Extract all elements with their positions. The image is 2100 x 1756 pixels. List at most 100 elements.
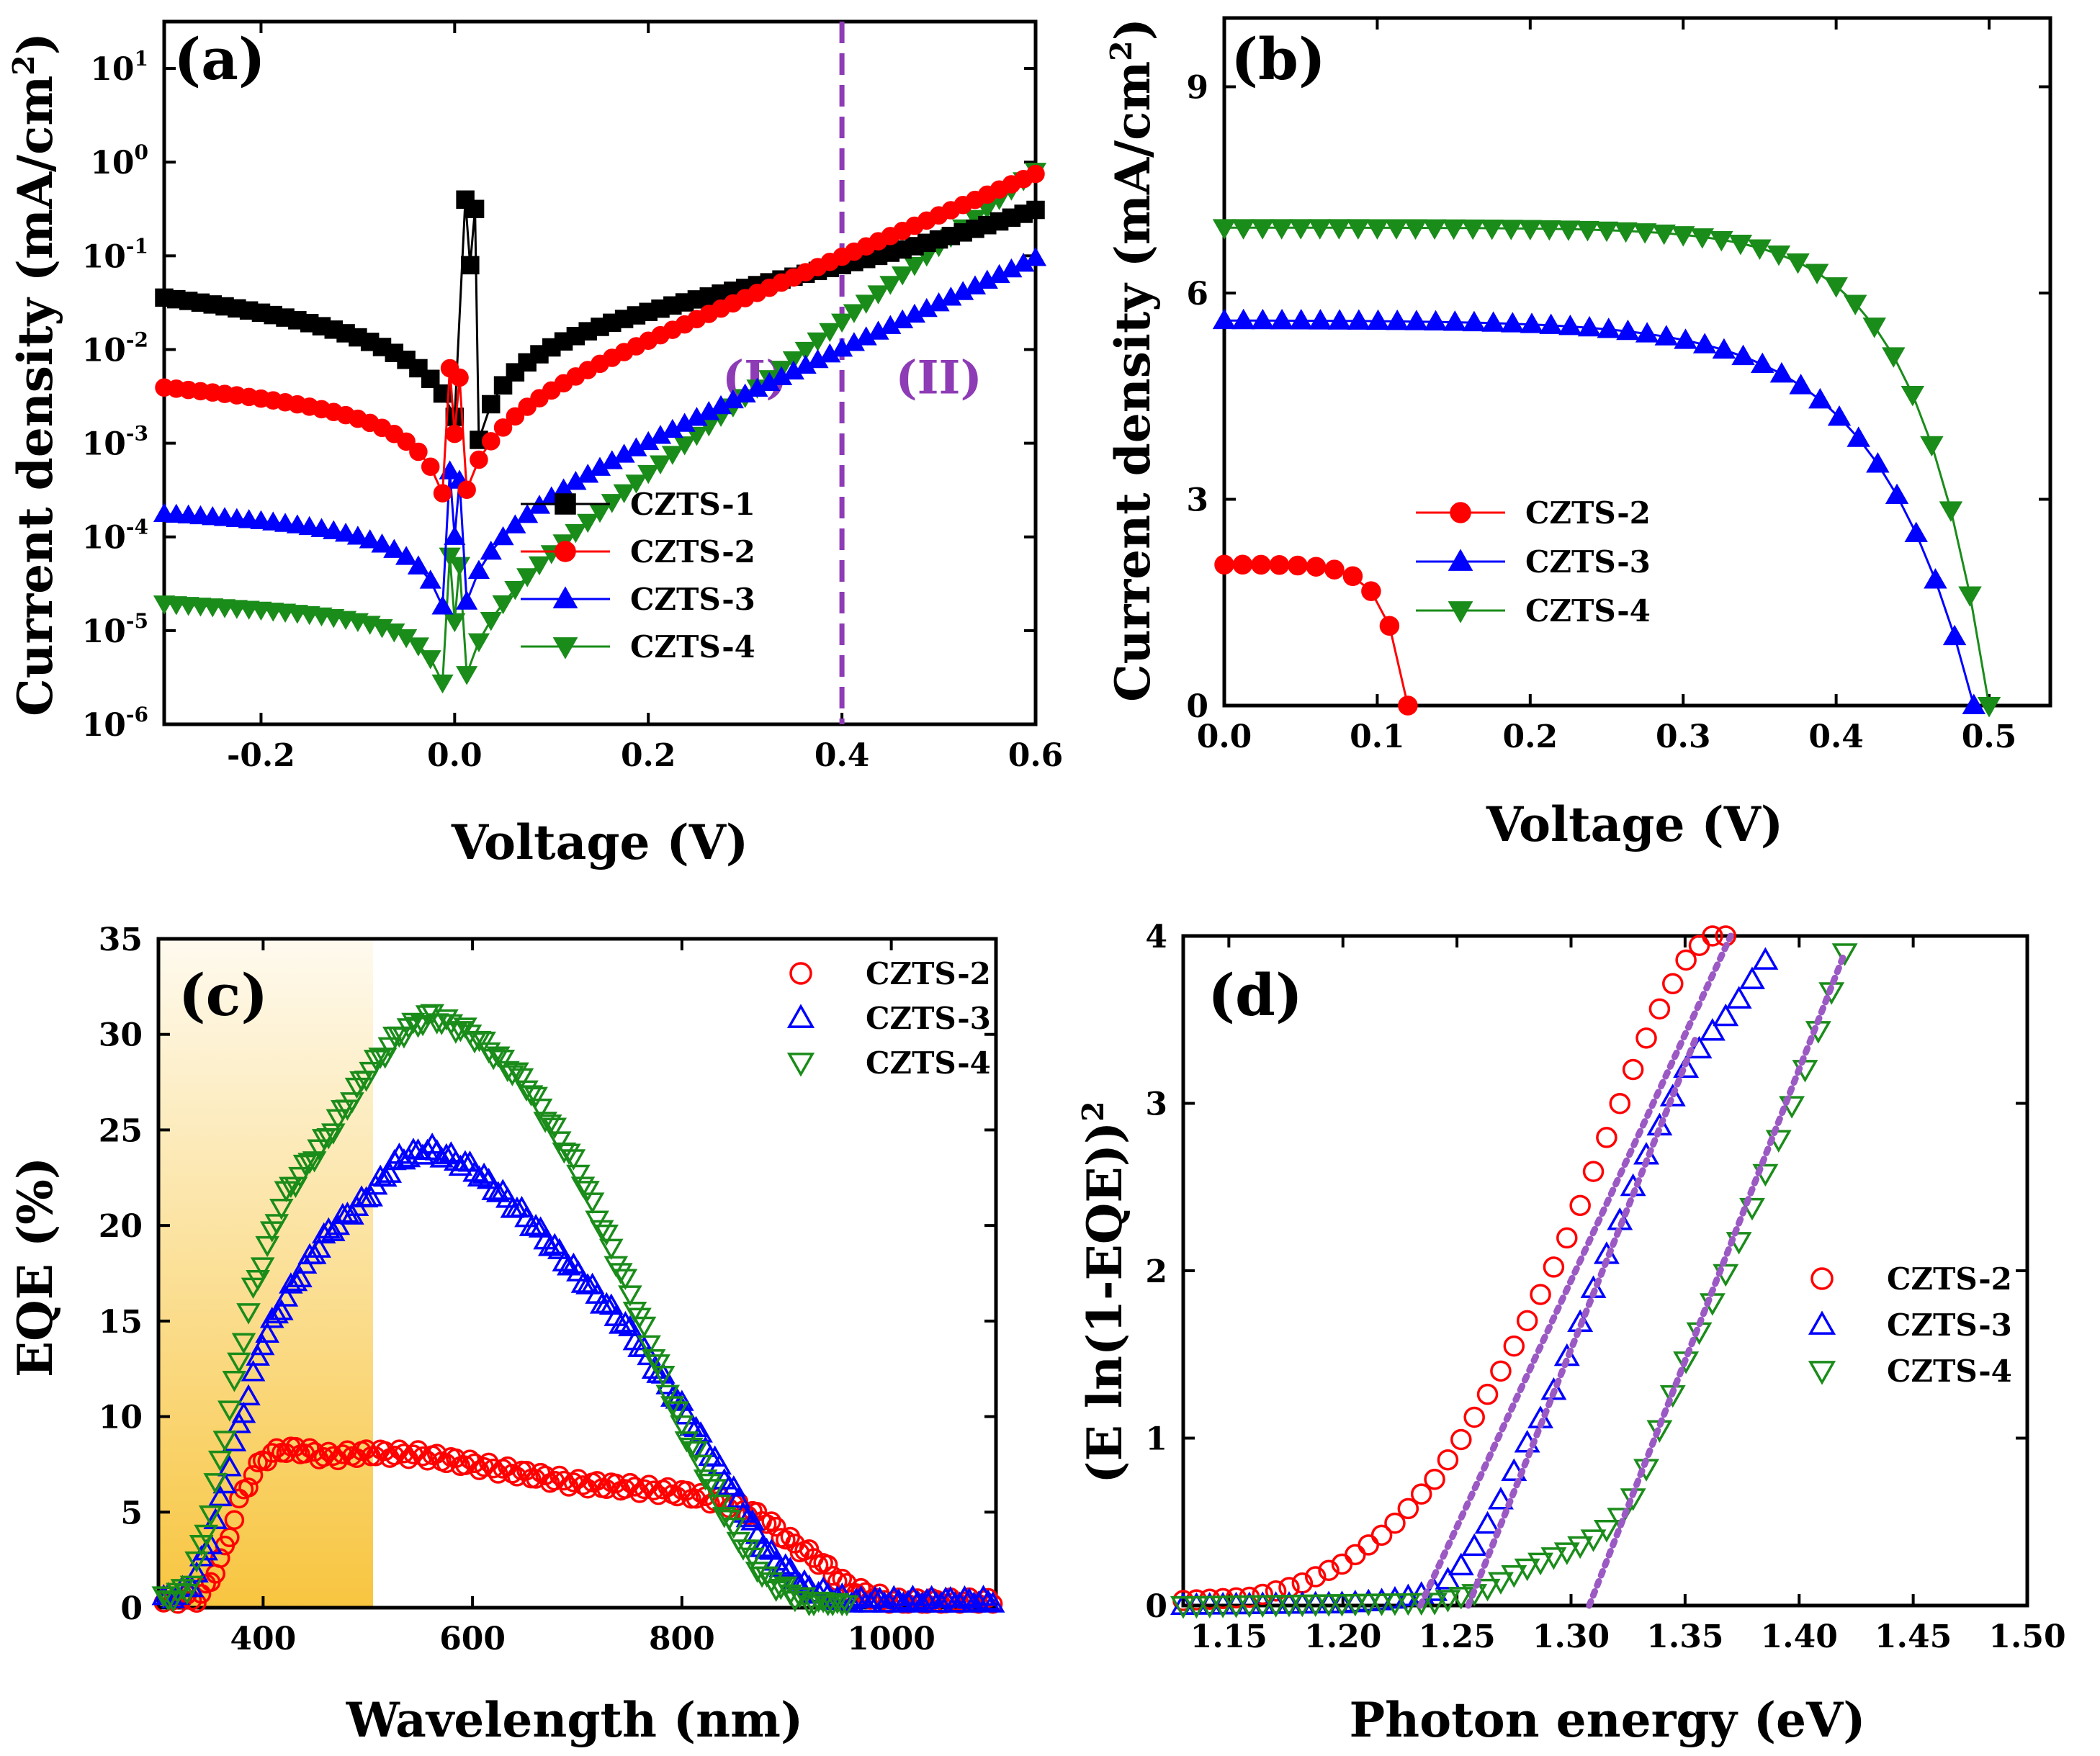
series-CZTS-4: [1212, 219, 2001, 718]
data-point: [1183, 1595, 1210, 1619]
y-tick-label: 10-3: [82, 422, 148, 463]
y-tick-label: 1: [1145, 1421, 1167, 1458]
data-point: [264, 1302, 290, 1324]
data-point: [333, 1444, 353, 1464]
data-point: [1490, 1360, 1512, 1382]
series-CZTS-2: [1214, 554, 1418, 716]
data-point: [490, 1049, 516, 1071]
data-point: [1594, 221, 1619, 243]
data-point: [246, 1344, 270, 1366]
y-tick-base: 10: [90, 51, 134, 88]
data-point: [493, 418, 513, 437]
data-point: [1501, 1565, 1527, 1588]
legend-label: CZTS-4: [630, 629, 755, 665]
data-point: [250, 1333, 275, 1356]
data-point: [444, 1022, 468, 1044]
data-point: [313, 1446, 334, 1467]
data-point: [1435, 1567, 1461, 1590]
y-tick-exp: -2: [126, 328, 148, 351]
legend-label: CZTS-3: [1887, 1307, 2012, 1343]
data-point: [1212, 219, 1237, 240]
data-point: [1252, 1583, 1273, 1606]
x-axis-label: Photon energy (eV): [1350, 1692, 1866, 1748]
data-point: [670, 1415, 694, 1437]
data-point: [1556, 1227, 1578, 1249]
data-point: [407, 555, 430, 575]
data-point: [807, 332, 829, 352]
data-point: [589, 1220, 614, 1242]
data-point: [1249, 1595, 1276, 1618]
data-point: [465, 199, 485, 219]
legend-label: CZTS-3: [630, 582, 755, 617]
data-point: [1576, 220, 1599, 242]
data-point: [1659, 1384, 1686, 1408]
y-tick-label: 15: [99, 1304, 143, 1341]
data-point: [766, 1516, 786, 1537]
data-point: [1262, 1595, 1289, 1618]
data-point: [298, 515, 320, 536]
y-tick-label: 10: [99, 1400, 143, 1436]
data-point: [1476, 1383, 1499, 1405]
data-point: [1270, 308, 1294, 330]
y-tick-label: 0: [120, 1590, 143, 1627]
data-point: [1448, 1552, 1474, 1576]
data-point: [1404, 310, 1429, 330]
legend-label: CZTS-2: [630, 534, 755, 569]
data-point: [1786, 253, 1810, 274]
data-point: [1481, 311, 1505, 332]
data-point: [509, 1068, 534, 1090]
data-point: [702, 1479, 727, 1500]
data-point: [283, 1269, 308, 1292]
series-CZTS-2: [155, 164, 1045, 503]
x-tick-label: 0.5: [1962, 719, 2017, 755]
data-point: [241, 1360, 266, 1382]
data-point: [1170, 1596, 1196, 1619]
data-point: [613, 1310, 638, 1333]
data-point: [542, 1233, 567, 1254]
data-point: [561, 1149, 586, 1171]
data-point: [1462, 310, 1486, 332]
data-point: [1288, 219, 1313, 240]
data-point: [203, 1473, 228, 1495]
x-tick-label: 1.40: [1761, 1618, 1838, 1655]
data-point: [735, 1505, 760, 1528]
data-point: [1289, 1594, 1316, 1618]
data-point: [632, 1316, 657, 1338]
data-point: [316, 1127, 341, 1150]
data-point: [461, 256, 480, 275]
data-point: [819, 323, 841, 343]
data-point: [1731, 344, 1755, 366]
data-point: [763, 1580, 789, 1603]
data-point: [1231, 308, 1255, 330]
series-CZTS-3: [153, 247, 1047, 615]
data-point: [1582, 1161, 1605, 1182]
data-point: [1499, 220, 1523, 240]
data-point: [1556, 220, 1581, 241]
data-point: [1750, 352, 1774, 374]
data-point: [683, 1441, 709, 1463]
data-point: [1251, 554, 1271, 575]
y-tick-label: 30: [99, 1017, 143, 1054]
data-point: [500, 1065, 525, 1086]
data-point: [457, 480, 476, 500]
data-point: [236, 1303, 261, 1325]
data-point: [891, 1591, 916, 1613]
data-point: [1648, 998, 1671, 1020]
data-point: [1652, 224, 1676, 246]
data-point: [1460, 219, 1485, 240]
data-point: [346, 526, 369, 545]
data-point: [867, 1586, 892, 1608]
data-point: [1269, 555, 1290, 575]
x-tick-label: 0.4: [815, 737, 870, 774]
data-point: [1539, 313, 1563, 334]
data-point: [1026, 164, 1045, 184]
data-point: [1251, 308, 1275, 330]
data-point: [528, 556, 551, 576]
legend-marker: [1448, 549, 1473, 571]
data-point: [250, 1257, 275, 1279]
legend-marker: [1448, 601, 1473, 623]
y-tick-label: 2: [1145, 1253, 1167, 1290]
data-point: [1196, 1595, 1223, 1618]
data-point: [1962, 693, 1986, 714]
data-point: [1518, 220, 1543, 240]
